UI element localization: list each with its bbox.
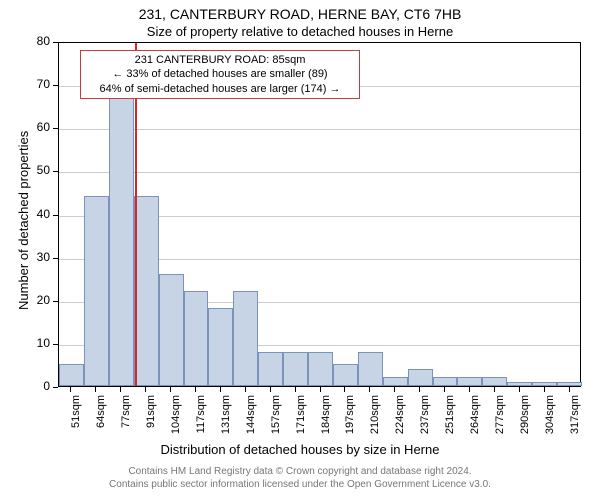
histogram-bar (134, 196, 159, 386)
y-tick (53, 42, 58, 43)
histogram-bar (532, 382, 557, 386)
x-tick (320, 387, 321, 392)
chart-title-main: 231, CANTERBURY ROAD, HERNE BAY, CT6 7HB (0, 6, 600, 22)
y-tick (53, 344, 58, 345)
histogram-bar (333, 364, 358, 386)
annotation-box: 231 CANTERBURY ROAD: 85sqm ← 33% of deta… (80, 50, 360, 99)
chart-title-sub: Size of property relative to detached ho… (0, 24, 600, 39)
x-tick-label: 144sqm (245, 395, 257, 439)
y-tick-label: 30 (24, 250, 50, 264)
histogram-bar (84, 196, 109, 386)
x-tick (394, 387, 395, 392)
histogram-bar (457, 377, 482, 386)
x-tick (120, 387, 121, 392)
histogram-bar (208, 308, 233, 386)
x-tick-label: 277sqm (494, 395, 506, 439)
x-tick-label: 184sqm (320, 395, 332, 439)
histogram-bar (507, 382, 532, 386)
x-tick-label: 131sqm (220, 395, 232, 439)
x-tick (295, 387, 296, 392)
y-tick (53, 128, 58, 129)
x-tick-label: 317sqm (569, 395, 581, 439)
x-tick (95, 387, 96, 392)
x-tick (70, 387, 71, 392)
x-tick-label: 117sqm (195, 395, 207, 439)
x-tick-label: 197sqm (344, 395, 356, 439)
histogram-bar (358, 352, 383, 387)
x-tick-label: 64sqm (95, 395, 107, 439)
x-tick-label: 304sqm (544, 395, 556, 439)
x-tick (145, 387, 146, 392)
x-tick-label: 290sqm (519, 395, 531, 439)
y-tick-label: 20 (24, 293, 50, 307)
y-tick-label: 40 (24, 207, 50, 221)
annotation-line: ← 33% of detached houses are smaller (89… (85, 67, 355, 81)
footer-line: Contains public sector information licen… (0, 478, 600, 491)
x-tick (544, 387, 545, 392)
x-tick-label: 91sqm (145, 395, 157, 439)
y-tick-label: 80 (24, 34, 50, 48)
histogram-bar (408, 369, 433, 386)
annotation-line: 64% of semi-detached houses are larger (… (85, 82, 355, 96)
x-tick (444, 387, 445, 392)
histogram-bar (557, 382, 582, 386)
annotation-line: 231 CANTERBURY ROAD: 85sqm (85, 53, 355, 67)
x-tick-label: 210sqm (369, 395, 381, 439)
x-tick (270, 387, 271, 392)
y-tick-label: 60 (24, 120, 50, 134)
gridline (59, 172, 580, 173)
y-tick (53, 85, 58, 86)
x-tick (170, 387, 171, 392)
y-tick (53, 301, 58, 302)
x-tick (469, 387, 470, 392)
y-tick (53, 387, 58, 388)
x-tick (419, 387, 420, 392)
gridline (59, 129, 580, 130)
histogram-bar (59, 364, 84, 386)
x-tick (569, 387, 570, 392)
chart-container: 231, CANTERBURY ROAD, HERNE BAY, CT6 7HB… (0, 0, 600, 500)
x-tick-label: 104sqm (170, 395, 182, 439)
footer-line: Contains HM Land Registry data © Crown c… (0, 465, 600, 478)
x-tick-label: 264sqm (469, 395, 481, 439)
x-axis-label: Distribution of detached houses by size … (0, 442, 600, 457)
x-tick (494, 387, 495, 392)
y-tick (53, 171, 58, 172)
x-tick-label: 251sqm (444, 395, 456, 439)
histogram-bar (233, 291, 258, 386)
y-tick (53, 258, 58, 259)
x-tick (369, 387, 370, 392)
histogram-bar (159, 274, 184, 386)
y-tick-label: 50 (24, 163, 50, 177)
x-tick (519, 387, 520, 392)
x-tick-label: 51sqm (70, 395, 82, 439)
x-tick-label: 157sqm (270, 395, 282, 439)
histogram-bar (482, 377, 507, 386)
histogram-bar (283, 352, 308, 387)
x-tick (344, 387, 345, 392)
histogram-bar (184, 291, 209, 386)
y-tick-label: 0 (24, 379, 50, 393)
x-tick (195, 387, 196, 392)
histogram-bar (258, 352, 283, 387)
histogram-bar (383, 377, 408, 386)
y-tick (53, 215, 58, 216)
footer-attribution: Contains HM Land Registry data © Crown c… (0, 465, 600, 491)
y-tick-label: 10 (24, 336, 50, 350)
histogram-bar (308, 352, 333, 387)
histogram-bar (433, 377, 458, 386)
histogram-bar (109, 97, 134, 386)
x-tick (220, 387, 221, 392)
x-tick-label: 171sqm (295, 395, 307, 439)
y-tick-label: 70 (24, 77, 50, 91)
x-tick-label: 237sqm (419, 395, 431, 439)
x-tick-label: 224sqm (394, 395, 406, 439)
x-tick (245, 387, 246, 392)
x-tick-label: 77sqm (120, 395, 132, 439)
